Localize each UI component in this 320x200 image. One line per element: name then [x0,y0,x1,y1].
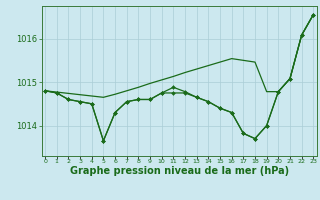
X-axis label: Graphe pression niveau de la mer (hPa): Graphe pression niveau de la mer (hPa) [70,166,289,176]
